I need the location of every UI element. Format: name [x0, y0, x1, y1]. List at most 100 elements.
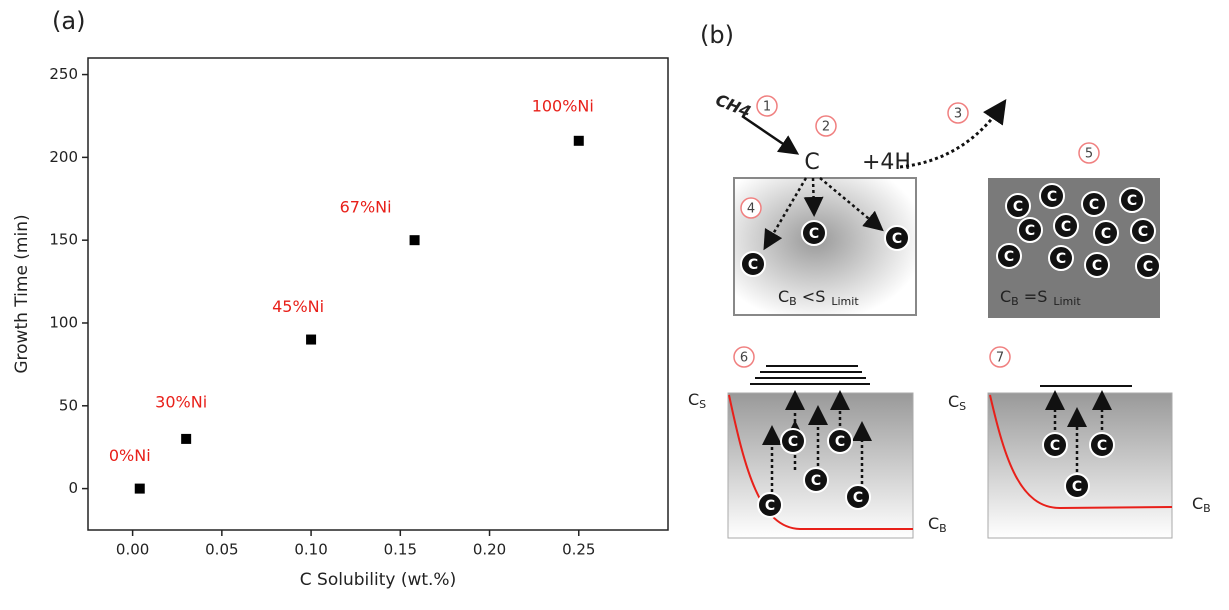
- step-number: 7: [996, 351, 1004, 366]
- carbon-atom: [1017, 217, 1043, 243]
- box: [987, 392, 1173, 539]
- formula-part: Limit: [1053, 295, 1081, 308]
- carbon-atom: [1089, 432, 1115, 458]
- concentration-curve: [989, 394, 1173, 510]
- carbon-atom: [996, 243, 1022, 269]
- point: [306, 334, 317, 345]
- formula-part: C: [688, 390, 699, 409]
- step-number: 2: [822, 120, 830, 135]
- formula-part: B: [1011, 295, 1019, 308]
- point: [409, 235, 420, 246]
- point: [573, 135, 584, 146]
- carbon-atom: [1093, 220, 1119, 246]
- step-number: 4: [747, 202, 755, 217]
- x-tick-label: 0.15: [384, 541, 417, 559]
- step-marker: [740, 197, 762, 219]
- atom-label: C: [748, 257, 758, 273]
- step-marker: [733, 346, 755, 368]
- y-tick-label: 200: [49, 148, 78, 166]
- formula-part: Limit: [831, 295, 859, 308]
- arrow: [899, 99, 1007, 169]
- y-tick-label: 100: [49, 313, 78, 331]
- annotation: 67%Ni: [340, 198, 392, 217]
- formula: CS: [948, 392, 966, 414]
- formula: CS: [688, 390, 706, 412]
- formula-part: C: [1192, 494, 1203, 513]
- carbon-atom: [757, 492, 783, 518]
- atom-label: C: [835, 434, 845, 450]
- formula-part: C: [928, 514, 939, 533]
- carbon-atom: [1119, 187, 1145, 213]
- formula: CB: [928, 514, 947, 536]
- step-marker: [989, 346, 1011, 368]
- atom-label: C: [1061, 219, 1071, 235]
- carbon-atom: [845, 484, 871, 510]
- formula-part: B: [1203, 502, 1211, 515]
- atom-label: C: [788, 434, 798, 450]
- box: [727, 392, 914, 539]
- y-tick-label: 0: [68, 479, 78, 497]
- step-number: 5: [1085, 147, 1093, 162]
- carbon-atom: [1084, 252, 1110, 278]
- step-number: 6: [740, 351, 748, 366]
- formula-part: S: [959, 400, 966, 413]
- atom-label: C: [1101, 226, 1111, 242]
- x-tick-label: 0.25: [562, 541, 595, 559]
- panel-label: (a): [52, 7, 85, 35]
- annotation: 100%Ni: [532, 96, 594, 115]
- x-tick-label: 0.20: [473, 541, 506, 559]
- atom-label: C: [1092, 258, 1102, 274]
- atom-label: C: [1025, 223, 1035, 239]
- carbon-atom: [780, 428, 806, 454]
- atom-label: C: [765, 498, 775, 514]
- step-marker: [756, 95, 778, 117]
- arrow: [741, 114, 800, 155]
- formula-part: <S: [797, 287, 826, 306]
- point: [134, 483, 145, 494]
- formula-part: S: [699, 398, 706, 411]
- point: [181, 433, 192, 444]
- y-tick-label: 150: [49, 231, 78, 249]
- carbon-atom: [1053, 213, 1079, 239]
- carbon-atom: [803, 467, 829, 493]
- step-marker: [815, 115, 837, 137]
- x-tick-label: 0.00: [116, 541, 149, 559]
- x-tick-label: 0.05: [205, 541, 238, 559]
- formula-part: =S: [1019, 287, 1048, 306]
- formula-part: B: [939, 522, 947, 535]
- annotation: 30%Ni: [155, 392, 207, 411]
- atom-label: C: [1072, 479, 1082, 495]
- atom-label: C: [1004, 249, 1014, 265]
- y-tick-label: 50: [59, 396, 78, 414]
- dotted-arrow: [819, 177, 884, 232]
- atom-label: C: [809, 226, 819, 242]
- atom-label: C: [892, 231, 902, 247]
- carbon-atom: [884, 225, 910, 251]
- atom-label: C: [1056, 251, 1066, 267]
- atom-label: C: [1047, 189, 1057, 205]
- step-marker: [1078, 142, 1100, 164]
- carbon-label: C: [804, 150, 819, 175]
- carbon-atom: [740, 251, 766, 277]
- carbon-atom: [1039, 183, 1065, 209]
- carbon-atom: [1042, 432, 1068, 458]
- formula-part: C: [778, 287, 789, 306]
- atom-label: C: [1089, 197, 1099, 213]
- atom-label: C: [1050, 438, 1060, 454]
- atom-label: C: [1013, 199, 1023, 215]
- dotted-arrow: [763, 177, 808, 251]
- panel-label: (b): [700, 21, 734, 49]
- carbon-atom: [1005, 193, 1031, 219]
- y-axis-label: Growth Time (min): [12, 214, 32, 373]
- carbon-atom: [801, 220, 827, 246]
- annotation: 45%Ni: [272, 297, 324, 316]
- formula-part: C: [948, 392, 959, 411]
- x-axis-label: C Solubility (wt.%): [300, 570, 456, 590]
- plot-frame: [87, 57, 669, 531]
- carbon-atom: [1064, 473, 1090, 499]
- atom-label: C: [1097, 438, 1107, 454]
- concentration-curve: [728, 394, 913, 530]
- atom-label: C: [811, 473, 821, 489]
